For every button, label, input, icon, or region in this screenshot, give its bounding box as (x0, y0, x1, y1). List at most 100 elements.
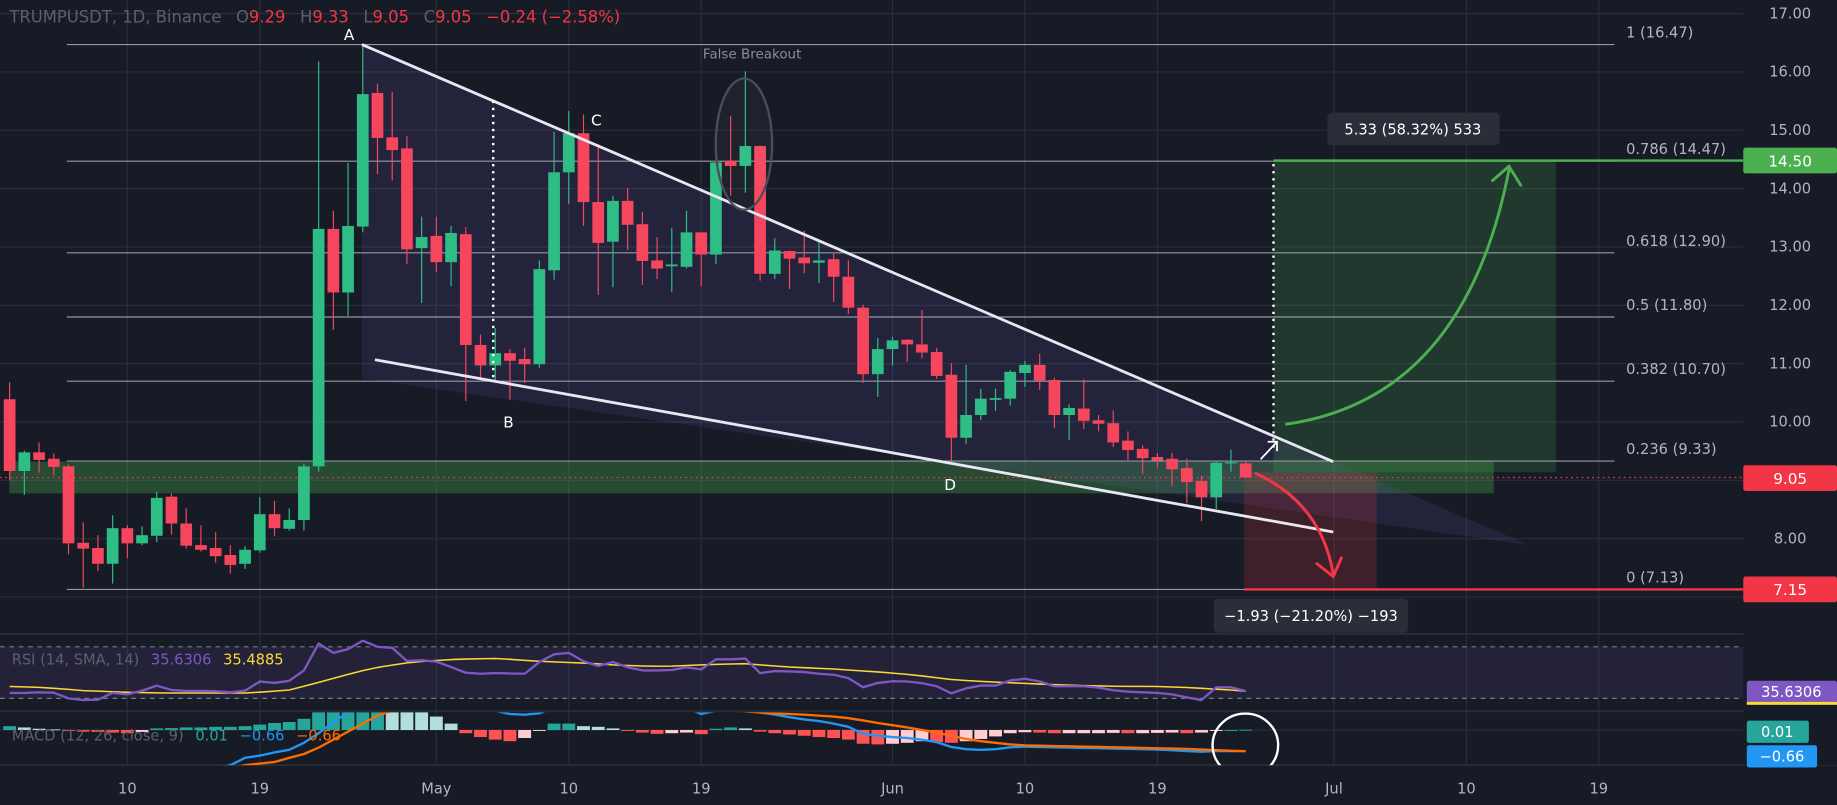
candle (253, 497, 266, 553)
macd-histogram-bar (47, 729, 61, 731)
candle (268, 500, 281, 537)
macd-histogram-bar (1239, 729, 1253, 731)
candle (106, 515, 119, 584)
candle (33, 442, 45, 473)
point-a-label: A (344, 26, 355, 44)
macd-histogram-bar (341, 712, 355, 731)
candle (754, 145, 766, 281)
candle (459, 227, 472, 401)
macd-histogram-bar (650, 730, 664, 734)
candle-body (356, 94, 369, 227)
fibonacci-retracement[interactable]: 1 (16.47) 0.786 (14.47) 0.618 (12.90) 0.5 (… (66, 24, 1726, 591)
candle-body (489, 353, 502, 366)
candle-body (813, 260, 825, 263)
change-value: −0.24 (−2.58%) (486, 7, 620, 26)
time-axis-label: Jun (880, 780, 904, 797)
candle (3, 382, 16, 481)
candle-body (754, 146, 766, 274)
candle (298, 463, 310, 531)
macd-indicator (0, 712, 1744, 766)
price-axis[interactable] (1743, 0, 1837, 766)
bullish-arrow-icon (1284, 164, 1523, 426)
close-label: C (424, 7, 435, 26)
candle-body (283, 520, 296, 529)
candle (945, 363, 958, 461)
macd-value: −0.66 (240, 728, 285, 745)
target-zone (1273, 160, 1556, 473)
time-axis-label: 10 (118, 780, 137, 797)
candle-body (621, 200, 634, 225)
svg-text:TRUMPUSDT, 1D, Binance O: TRUMPUSDT, 1D, Binance O9.29 H9.33 L9.05… (8, 7, 620, 26)
candle-body (1019, 364, 1031, 373)
candle (386, 91, 399, 181)
candle (150, 492, 163, 543)
macd-histogram-bar (768, 730, 782, 734)
symbol-header: TRUMPUSDT, 1D, Binance O9.29 H9.33 L9.05… (8, 7, 620, 26)
candle (1239, 461, 1252, 478)
point-c-label: C (591, 111, 602, 129)
candle-body (92, 548, 104, 564)
candle-body (3, 399, 16, 472)
candle-body (106, 528, 119, 564)
candle (18, 450, 31, 495)
candle (209, 532, 222, 563)
rsi-legend[interactable]: RSI (14, SMA, 14) 35.6306 35.4885 (12, 651, 284, 668)
rsi-value-tag: 35.6306 (1746, 680, 1837, 705)
symbol-info[interactable]: TRUMPUSDT, 1D, Binance (8, 7, 221, 26)
candle-body (504, 353, 516, 361)
price-axis-label: 12.00 (1769, 297, 1811, 314)
candle (1048, 377, 1061, 428)
time-axis[interactable]: 10 19 May 10 19 Jun 10 19 Jul 10 19 (118, 780, 1608, 797)
macd-histogram-bar (753, 730, 767, 732)
price-axis-label: 17.00 (1769, 5, 1811, 22)
candle (960, 364, 972, 445)
candle-body (327, 228, 340, 293)
candle (621, 188, 634, 250)
wedge-upper-trendline[interactable] (361, 43, 1334, 463)
macd-histogram-bar (1224, 730, 1238, 731)
candle-body (857, 307, 869, 375)
macd-histogram-bar (17, 727, 31, 731)
macd-histogram-bar (415, 712, 429, 731)
candle (1151, 452, 1164, 468)
macd-histogram-bar (400, 712, 414, 731)
macd-legend[interactable]: MACD (12, 26, close, 9) 0.01 −0.66 −0.66 (12, 728, 341, 745)
candle (1122, 431, 1134, 460)
macd-histogram-bar (76, 730, 90, 732)
price-axis-label: 14.00 (1769, 180, 1811, 197)
wedge-lower-trendline[interactable] (374, 358, 1334, 534)
candle (356, 43, 369, 233)
macd-histogram-bar (268, 722, 281, 731)
candle-body (798, 257, 811, 264)
candle-body (150, 497, 163, 536)
candle (312, 61, 325, 472)
macd-histogram-bar (150, 728, 164, 731)
candle (636, 211, 649, 285)
macd-histogram-bar (209, 726, 223, 731)
candle (445, 225, 457, 287)
false-breakout-circle[interactable] (714, 77, 774, 211)
fib-level-label: 1 (16.47) (1626, 24, 1693, 41)
macd-histogram-bar (724, 727, 738, 731)
macd-histogram-bar (1180, 730, 1194, 734)
candle-body (724, 160, 737, 166)
candle (47, 453, 60, 476)
macd-histogram-bar (297, 718, 311, 731)
candle-body (33, 452, 45, 460)
candle (901, 339, 914, 362)
candle (1063, 404, 1075, 441)
candle-body (518, 358, 531, 365)
candle (504, 349, 516, 400)
last-price-tag: 9.05 (1743, 465, 1837, 491)
price-axis-label: 13.00 (1769, 239, 1811, 256)
macd-cross-circle[interactable] (1211, 712, 1280, 777)
stop-box-text: −1.93 (−21.20%) −193 (1224, 608, 1398, 625)
time-axis-label: 19 (692, 780, 711, 797)
candle-body (651, 260, 663, 269)
candle (577, 114, 590, 226)
rsi-tag-text: 35.6306 (1761, 684, 1821, 701)
macd-histogram-bar (32, 728, 46, 731)
candle (768, 238, 781, 280)
